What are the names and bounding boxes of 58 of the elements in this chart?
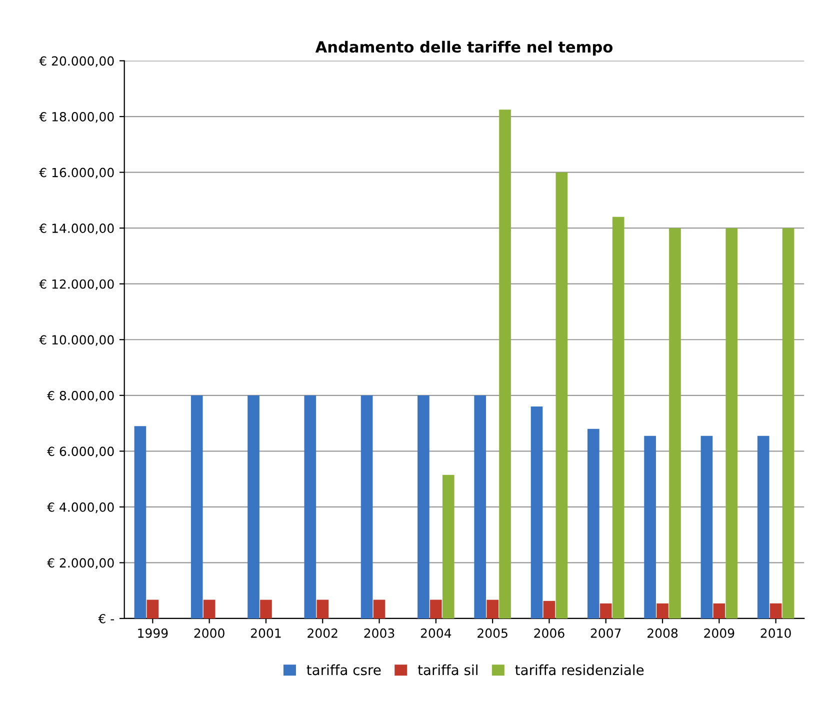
y-tick-label: € 16.000,00 bbox=[39, 168, 114, 179]
x-tick-label: 2006 bbox=[534, 628, 564, 638]
x-tick-label: 2008 bbox=[648, 628, 678, 638]
chart-title: Andamento delle tariffe nel tempo bbox=[315, 40, 613, 56]
x-tick-label: 2005 bbox=[478, 628, 508, 638]
bar bbox=[713, 603, 726, 618]
bar bbox=[373, 600, 386, 618]
bar bbox=[486, 600, 498, 618]
x-tick-label: 2000 bbox=[194, 628, 224, 638]
y-tick-label: € 20.000,00 bbox=[39, 56, 114, 67]
bar bbox=[203, 600, 216, 618]
bar bbox=[530, 406, 543, 618]
x-tick-label: 1999 bbox=[138, 628, 168, 638]
bar bbox=[757, 436, 770, 618]
bar bbox=[134, 426, 146, 618]
bar bbox=[499, 110, 511, 618]
y-tick-label: € 18.000,00 bbox=[39, 112, 114, 123]
y-tick-label: € 6.000,00 bbox=[47, 446, 114, 458]
y-tick-label: € 12.000,00 bbox=[39, 279, 114, 290]
bar bbox=[587, 428, 600, 618]
y-tick-label: € 10.000,00 bbox=[39, 335, 114, 346]
x-tick-label: 2001 bbox=[250, 628, 281, 638]
bar bbox=[442, 474, 454, 618]
bar bbox=[700, 436, 713, 618]
legend-label: tariffa residenziale bbox=[515, 664, 644, 676]
y-tick-label: € 8.000,00 bbox=[47, 390, 114, 402]
bar bbox=[656, 603, 668, 618]
x-tick-label: 2004 bbox=[420, 628, 452, 638]
bar bbox=[600, 603, 612, 618]
bar bbox=[770, 603, 782, 618]
bar bbox=[418, 395, 430, 618]
bar bbox=[612, 216, 624, 618]
x-tick-label: 2010 bbox=[760, 628, 791, 638]
bar bbox=[669, 228, 681, 618]
bar bbox=[360, 395, 373, 618]
bar bbox=[726, 228, 738, 618]
x-tick-label: 2003 bbox=[364, 628, 394, 638]
x-tick-label: 2009 bbox=[704, 628, 734, 638]
bar bbox=[556, 172, 568, 618]
bar bbox=[190, 395, 203, 618]
y-tick-label: € 2.000,00 bbox=[47, 558, 114, 569]
bar bbox=[474, 395, 486, 618]
bar bbox=[304, 395, 316, 618]
bar bbox=[430, 600, 442, 618]
legend-label: tariffa sil bbox=[418, 664, 478, 676]
y-tick-label: € - bbox=[98, 614, 114, 624]
bar bbox=[543, 600, 556, 618]
y-tick-label: € 4.000,00 bbox=[47, 502, 114, 514]
bar bbox=[248, 395, 260, 618]
bar bbox=[644, 436, 656, 618]
y-tick-label: € 14.000,00 bbox=[39, 224, 114, 234]
bar bbox=[146, 600, 159, 618]
x-tick-label: 2007 bbox=[590, 628, 621, 638]
x-tick-label: 2002 bbox=[308, 628, 338, 638]
legend-label: tariffa csre bbox=[306, 664, 381, 676]
bar bbox=[782, 228, 794, 618]
bar bbox=[260, 600, 272, 618]
bar bbox=[316, 600, 329, 618]
